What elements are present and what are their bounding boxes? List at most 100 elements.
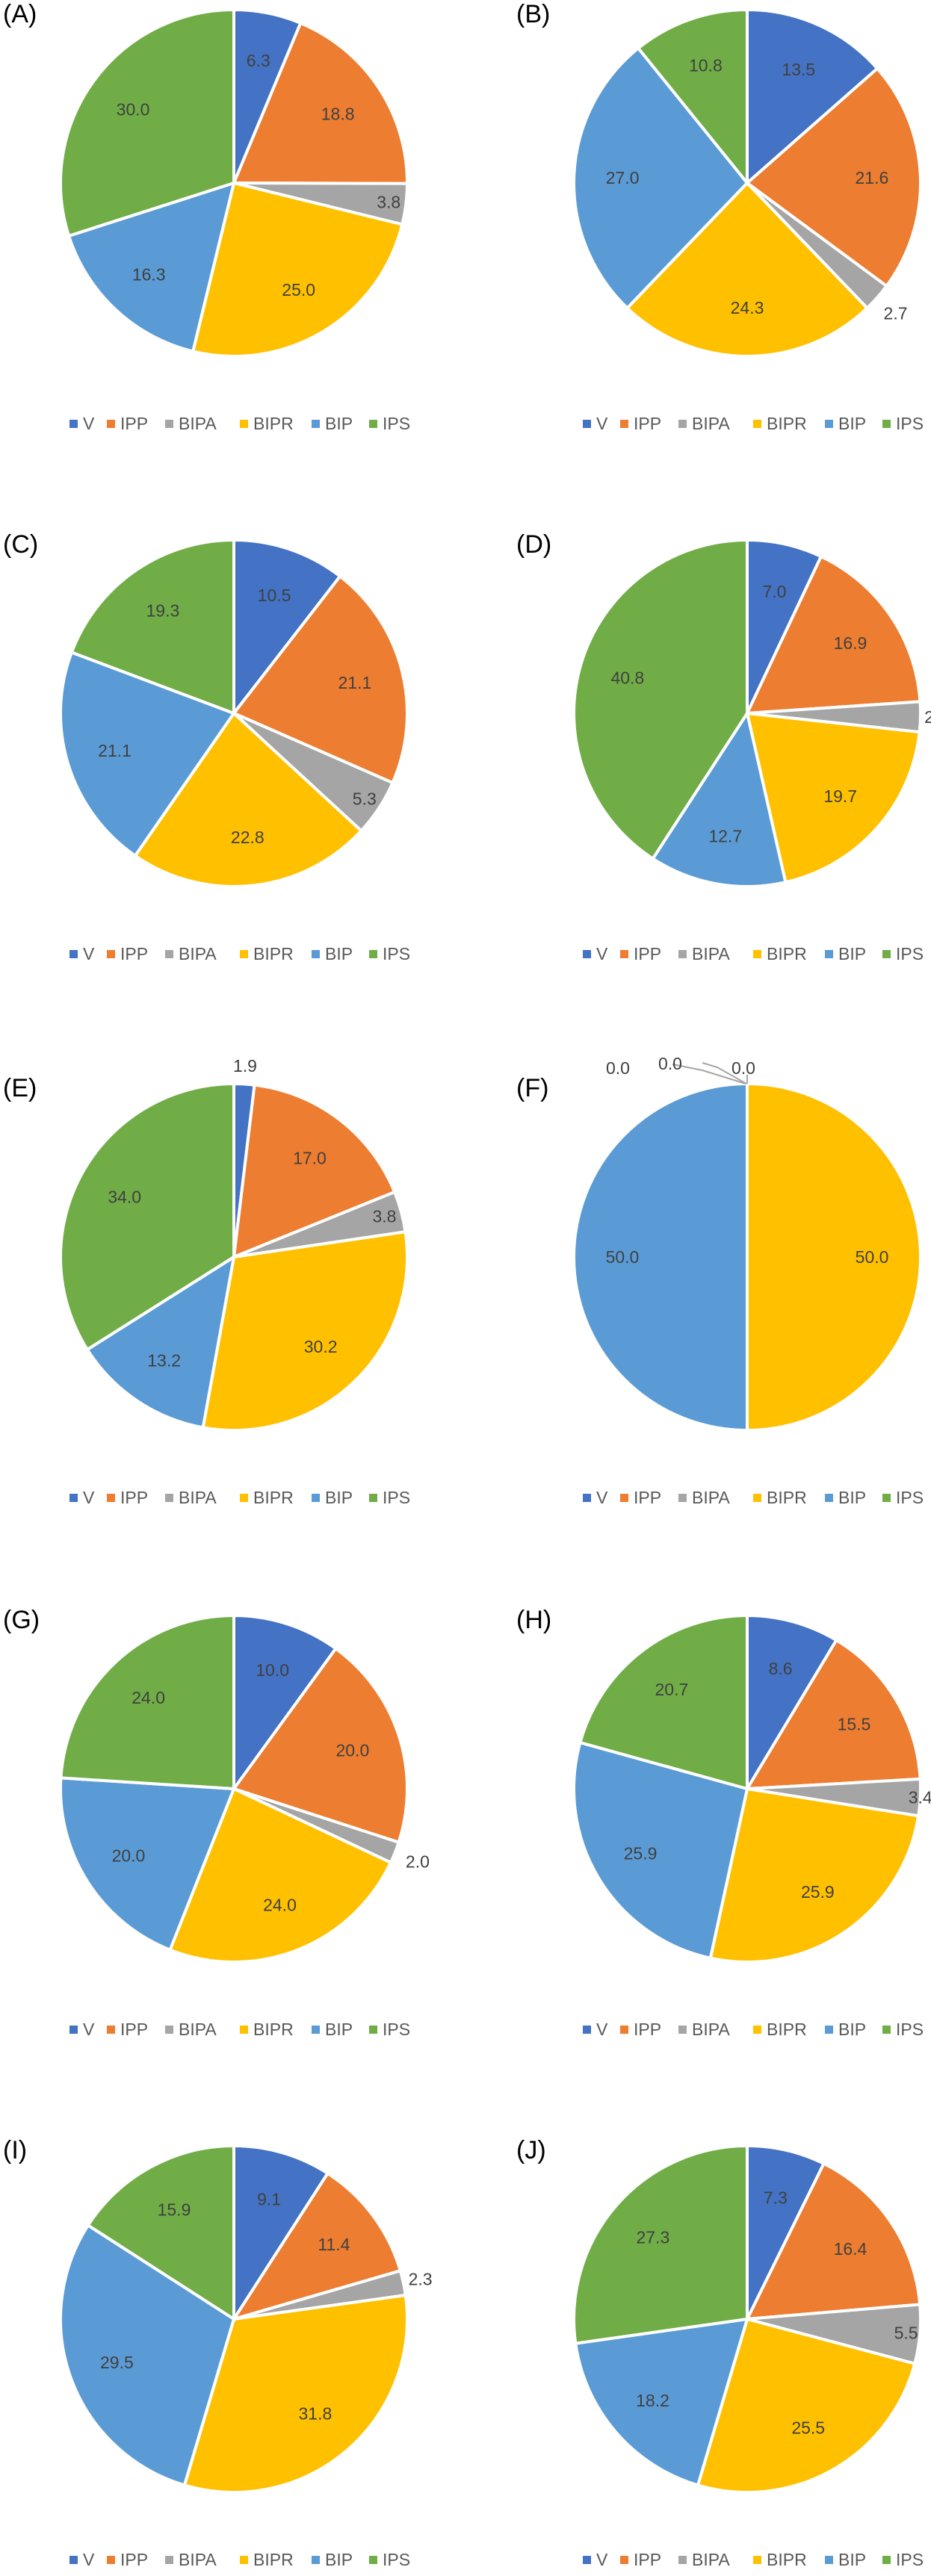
legend-swatch-bipr <box>240 1494 248 1502</box>
legend-swatch-v <box>69 2026 78 2034</box>
panel-label: (B) <box>516 0 550 28</box>
legend-swatch-ipp <box>620 950 628 958</box>
legend-swatch-bipr <box>753 950 761 958</box>
legend-label-ipp: IPP <box>120 2020 148 2039</box>
pie-slice-ipp <box>232 1083 397 1260</box>
legend-label-ips: IPS <box>383 414 410 433</box>
legend-label-bip: BIP <box>325 414 353 433</box>
legend-swatch-bip <box>312 950 320 958</box>
legend-swatch-bipa <box>165 1494 173 1502</box>
pie-chart-e: (E) 1.9 17.0 3.8 30.2 13.2 34.0 V IPP BIPA BIPR BIP… <box>3 1056 410 1507</box>
panel-label: (F) <box>516 1074 548 1102</box>
legend-label-v: V <box>83 944 95 963</box>
pie-slice-ipp <box>744 554 922 716</box>
pie-slice-bip <box>59 1776 236 1952</box>
legend-swatch-bipr <box>753 420 761 428</box>
pie-slice-ips <box>636 7 749 187</box>
legend-swatch-v <box>583 950 591 958</box>
legend-label-bipr: BIPR <box>767 2020 807 2039</box>
data-label: 27.0 <box>606 168 640 187</box>
data-label: 10.5 <box>258 586 291 605</box>
pie-chart-a: (A) 6.3 18.8 3.8 25.0 16.3 30.0 V IPP BIPA BIPR BIP… <box>3 0 410 433</box>
panel-label: (J) <box>516 2136 546 2164</box>
pie-slice-v <box>746 2144 826 2320</box>
legend-label-ips: IPS <box>896 2550 924 2569</box>
legend-label-bipa: BIPA <box>692 414 730 433</box>
panel-label: (A) <box>3 0 37 28</box>
legend-swatch-ipp <box>107 1494 115 1502</box>
legend-label-v: V <box>83 2550 95 2569</box>
pie-slice-bipr <box>708 1787 921 1964</box>
pie-slice-ipp <box>744 1638 922 1791</box>
legend-swatch-bipa <box>678 420 687 428</box>
pie-slice-ipp <box>744 2161 922 2321</box>
legend-swatch-bipr <box>240 950 248 958</box>
legend-swatch-bip <box>825 2556 833 2564</box>
data-label: 50.0 <box>856 1247 889 1267</box>
legend-label-v: V <box>83 2020 95 2039</box>
pie-slice-bip <box>650 709 788 888</box>
pie-slice-v <box>232 2144 330 2324</box>
panel-label: (G) <box>3 1606 40 1634</box>
data-label: 11.4 <box>318 2235 350 2254</box>
legend-swatch-ipp <box>620 420 628 428</box>
data-label: 20.0 <box>335 1740 369 1760</box>
legend-label-v: V <box>596 2020 608 2039</box>
data-label: 24.0 <box>263 1895 297 1914</box>
pie-chart-f: (F) 0.0 0.0 0.0 50.0 50.0 V IPP BIPA BIPR BIP IPS <box>516 1054 924 1507</box>
legend-label-ipp: IPP <box>120 944 148 963</box>
legend-swatch-v <box>69 950 78 958</box>
legend-swatch-ips <box>369 420 377 428</box>
legend-swatch-bip <box>825 950 833 958</box>
legend-label-ipp: IPP <box>634 944 661 963</box>
legend-label-bipa: BIPA <box>692 2550 730 2569</box>
leader-line <box>672 1064 746 1084</box>
data-label: 2.0 <box>406 1852 430 1871</box>
legend-swatch-ips <box>882 1494 891 1502</box>
legend-swatch-ipp <box>620 2556 628 2564</box>
legend-label-bipr: BIPR <box>253 944 294 963</box>
legend-swatch-bip <box>825 1494 833 1502</box>
pie-slice-bip <box>66 181 236 353</box>
legend-label-ips: IPS <box>896 1488 924 1507</box>
pie-slice-bipr <box>191 181 404 358</box>
legend-label-ipp: IPP <box>120 2550 148 2569</box>
pie-slice-bip <box>572 1081 749 1433</box>
legend-swatch-ipp <box>620 2026 628 2034</box>
pie-chart-j: (J) 7.3 16.4 5.5 25.5 18.2 27.3 V IPP BIPA BIPR BIP… <box>516 2136 924 2569</box>
data-label: 21.6 <box>856 168 889 187</box>
legend-label-bipa: BIPA <box>179 2550 217 2569</box>
panel-label: (I) <box>3 2136 27 2164</box>
legend-swatch-bipa <box>165 2026 173 2034</box>
legend-label-ipp: IPP <box>120 414 148 433</box>
legend-label-bipr: BIPR <box>767 414 807 433</box>
pie-slice-bip <box>85 1253 236 1430</box>
pie-chart-g: (G) 10.0 20.0 2.0 24.0 20.0 24.0 V IPP BIPA BIPR BI… <box>3 1606 430 2039</box>
legend-label-bip: BIP <box>838 2020 866 2039</box>
legend-swatch-bipr <box>753 1494 761 1502</box>
legend-swatch-bipa <box>165 2556 173 2564</box>
legend-swatch-ipp <box>107 950 115 958</box>
data-label: 6.3 <box>247 51 270 70</box>
data-label: 19.3 <box>146 601 180 621</box>
legend-label-bipr: BIPR <box>253 2020 294 2039</box>
legend-label-bip: BIP <box>325 944 353 963</box>
pie-chart-h: (H) 8.6 15.5 3.4 25.9 25.9 20.7 V IPP BIPA BIPR BIP… <box>516 1606 931 2039</box>
data-label: 27.3 <box>636 2228 669 2247</box>
data-label: 12.7 <box>708 826 742 845</box>
legend-swatch-bip <box>825 420 833 428</box>
data-label: 2.7 <box>884 304 908 323</box>
legend-label-v: V <box>596 944 608 963</box>
data-label: 15.5 <box>838 1715 871 1734</box>
legend-label-ipp: IPP <box>120 1488 148 1507</box>
legend-label-bipa: BIPA <box>692 1488 730 1507</box>
legend-label-v: V <box>596 1488 608 1507</box>
legend-label-bipa: BIPA <box>692 2020 730 2039</box>
legend-label-bipr: BIPR <box>767 1488 807 1507</box>
legend-swatch-bipr <box>240 420 248 428</box>
data-label: 2.3 <box>409 2270 433 2289</box>
panel-label: (D) <box>516 530 551 559</box>
pie-slice-bip <box>59 650 237 858</box>
legend-swatch-ipp <box>107 2026 115 2034</box>
data-label: 20.0 <box>112 1846 146 1866</box>
